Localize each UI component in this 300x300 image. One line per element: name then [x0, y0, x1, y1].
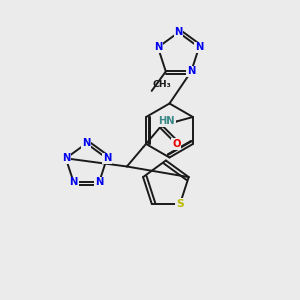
Text: O: O [172, 139, 181, 149]
Text: N: N [62, 153, 70, 163]
Text: N: N [82, 138, 91, 148]
Text: N: N [103, 153, 111, 163]
Text: N: N [82, 138, 91, 148]
Text: HN: HN [158, 116, 175, 127]
Text: N: N [154, 42, 162, 52]
Text: N: N [70, 178, 78, 188]
Text: N: N [174, 27, 183, 38]
Text: N: N [62, 153, 70, 163]
Text: N: N [195, 42, 203, 52]
Text: N: N [95, 178, 103, 188]
Text: N: N [103, 153, 111, 163]
Text: CH₃: CH₃ [153, 80, 172, 89]
Text: N: N [95, 178, 103, 188]
Text: N: N [187, 67, 195, 76]
Text: S: S [176, 199, 184, 209]
